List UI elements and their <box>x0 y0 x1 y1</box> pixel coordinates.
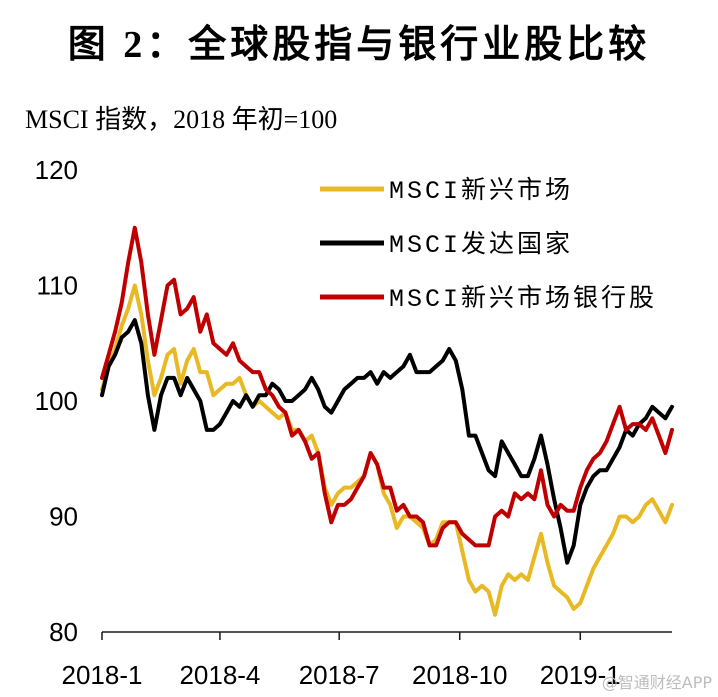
x-tick-label: 2018-4 <box>179 660 260 690</box>
legend-item-msci-dm: MSCI发达国家 <box>320 230 573 260</box>
x-tick-label: 2018-7 <box>299 660 380 690</box>
legend: MSCI新兴市场 MSCI发达国家 MSCI新兴市场银行股 <box>320 176 657 314</box>
series-line-msci-em-banks <box>100 225 674 548</box>
watermark-text: @智通财经APP <box>602 673 713 692</box>
x-tick-label: 2018-1 <box>62 660 143 690</box>
axes: 2018-1 2018-4 2018-7 2018-10 2019-1 80 90 100 11… <box>35 155 672 690</box>
chart-title: 图 2：全球股指与银行业股比较 <box>67 24 651 66</box>
chart-subtitle: MSCI 指数，2018 年初=100 <box>25 105 338 134</box>
series-line-msci-em <box>100 283 674 617</box>
y-tick-label: 90 <box>49 502 78 532</box>
legend-item-msci-em-banks: MSCI新兴市场银行股 <box>320 284 657 314</box>
legend-item-msci-em: MSCI新兴市场 <box>320 176 573 206</box>
x-tick-label: 2018-10 <box>412 660 507 690</box>
y-tick-label: 110 <box>37 271 78 301</box>
legend-label-msci-em: MSCI新兴市场 <box>389 176 573 206</box>
legend-label-msci-dm: MSCI发达国家 <box>389 230 573 260</box>
y-tick-label: 120 <box>35 155 78 185</box>
legend-label-msci-em-banks: MSCI新兴市场银行股 <box>389 284 657 314</box>
series-line-msci-dm <box>100 318 674 565</box>
plot-area <box>100 225 674 617</box>
x-tick-label: 2019-1 <box>540 660 621 690</box>
y-tick-label: 80 <box>49 617 78 647</box>
y-tick-label: 100 <box>35 386 78 416</box>
